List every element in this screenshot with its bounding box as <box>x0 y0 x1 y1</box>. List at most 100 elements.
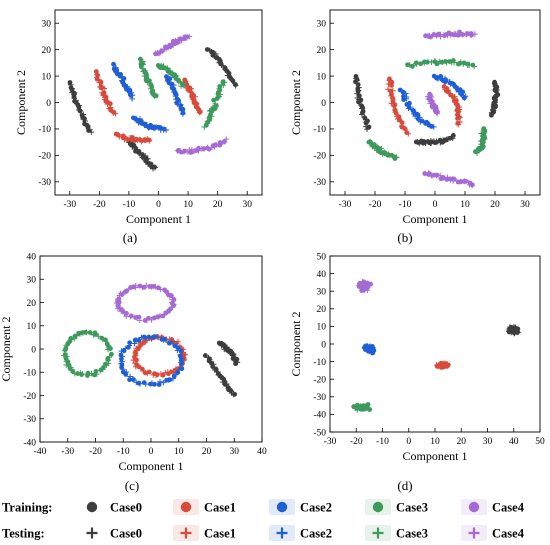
x-tick-label: 0 <box>156 200 161 210</box>
axes-frame <box>54 9 263 196</box>
cluster-case1 <box>113 131 153 145</box>
x-tick-label: 20 <box>457 437 467 447</box>
cluster-case0 <box>204 47 239 89</box>
legend-marker <box>86 501 98 513</box>
y-tick-label: -10 <box>23 369 36 379</box>
y-tick-label: -20 <box>313 152 326 162</box>
scatter-points <box>60 282 241 398</box>
cluster-case4 <box>113 282 177 324</box>
panel-label: (b) <box>397 230 412 245</box>
y-tick-label: 0 <box>46 99 51 109</box>
y-tick-label: -30 <box>313 393 326 403</box>
legend-marker <box>180 501 192 513</box>
legend-marker <box>276 527 288 539</box>
cluster-case4 <box>356 278 374 294</box>
y-tick-label: 10 <box>317 323 327 333</box>
x-tick-label: -10 <box>376 437 389 447</box>
y-tick-label: 0 <box>321 99 326 109</box>
y-axis-label: Component 2 <box>0 317 13 382</box>
cluster-case1 <box>182 77 203 116</box>
y-tick-label: 30 <box>27 276 37 286</box>
cluster-case2 <box>164 74 186 117</box>
x-tick-label: -20 <box>350 437 363 447</box>
cluster-case2 <box>361 343 377 356</box>
y-tick-label: 10 <box>42 72 52 82</box>
legend-entry-label: Case1 <box>204 527 236 541</box>
y-tick-label: 30 <box>317 20 327 30</box>
legend-marker <box>180 527 192 539</box>
x-tick-label: 0 <box>149 447 154 457</box>
y-tick-label: 20 <box>317 46 327 56</box>
x-tick-label: -20 <box>369 200 382 210</box>
legend-marker <box>468 527 480 539</box>
panel-label: (d) <box>397 478 412 493</box>
legend-marker <box>372 527 384 539</box>
cluster-case4 <box>422 170 475 189</box>
cluster-case1 <box>441 84 463 128</box>
subplot-b: -30 -20 -10 0 10 20 30 -30 -20 -10 0 10 20 30 Componen… <box>289 9 541 245</box>
x-tick-label: 20 <box>490 200 500 210</box>
cluster-case2 <box>397 87 437 130</box>
cluster-case0 <box>353 74 372 133</box>
y-tick-label: -20 <box>38 152 51 162</box>
cluster-case0 <box>216 340 241 367</box>
y-tick-label: 40 <box>27 252 37 262</box>
x-axis-label: Component 1 <box>126 212 191 226</box>
legend-entry-label: Case4 <box>492 501 525 515</box>
legend-marker <box>468 501 480 513</box>
cluster-case1 <box>385 76 412 137</box>
subplot-d: -30 -20 -10 0 10 20 30 40 50 -50 -40 -30 -20 -10 0 10 20… <box>289 252 545 493</box>
y-tick-label: 20 <box>42 46 52 56</box>
y-tick-label: 10 <box>27 322 37 332</box>
legend-entry-label: Case2 <box>300 527 332 541</box>
x-tick-label: -30 <box>324 437 337 447</box>
y-tick-label: 20 <box>317 305 327 315</box>
cluster-case4 <box>174 136 230 155</box>
y-tick-label: -30 <box>313 178 326 188</box>
y-tick-label: -30 <box>38 178 51 188</box>
y-tick-label: 20 <box>27 299 37 309</box>
cluster-case3 <box>366 138 400 161</box>
scatter-points <box>353 29 501 189</box>
y-tick-label: -20 <box>313 376 326 386</box>
y-tick-label: -10 <box>313 358 326 368</box>
cluster-case0 <box>67 80 95 135</box>
cluster-case0 <box>202 353 238 398</box>
legend-marker <box>86 527 98 539</box>
x-tick-label: 0 <box>406 437 411 447</box>
panel-label: (c) <box>125 478 139 493</box>
y-tick-label: -40 <box>23 438 36 448</box>
cluster-case3 <box>137 56 159 99</box>
legend-entry-label: Case2 <box>300 501 332 515</box>
x-axis-label: Component 1 <box>403 212 468 226</box>
cluster-case2 <box>118 334 185 387</box>
x-tick-label: 40 <box>257 447 267 457</box>
y-axis-label: Component 2 <box>289 70 303 135</box>
cluster-case0 <box>126 138 158 172</box>
x-tick-label: 10 <box>430 437 440 447</box>
y-tick-label: -10 <box>313 125 326 135</box>
x-axis-label: Component 1 <box>119 459 184 473</box>
x-tick-label: 50 <box>535 437 545 447</box>
y-tick-label: 30 <box>42 20 52 30</box>
y-tick-label: -40 <box>313 411 326 421</box>
cluster-case0 <box>488 79 501 118</box>
cluster-case4 <box>423 29 478 40</box>
scatter-points <box>351 278 521 413</box>
legend-marker <box>276 501 288 513</box>
y-axis-label: Component 2 <box>14 70 28 135</box>
y-tick-label: -10 <box>38 125 51 135</box>
y-tick-label: 50 <box>317 252 327 262</box>
x-tick-label: 30 <box>230 447 240 457</box>
y-tick-label: -30 <box>23 415 36 425</box>
x-tick-label: 0 <box>433 200 438 210</box>
legend-row-label: Training: <box>2 501 52 515</box>
x-tick-label: 10 <box>183 200 193 210</box>
y-tick-label: -50 <box>313 428 326 438</box>
x-tick-label: -10 <box>117 447 130 457</box>
cluster-case3 <box>405 58 478 70</box>
y-tick-label: 30 <box>317 288 327 298</box>
cluster-case2 <box>131 115 169 133</box>
subplot-c: -40 -30 -20 -10 0 10 20 30 40 -40 -30 -20 -10 0 10 20 30… <box>0 252 267 493</box>
